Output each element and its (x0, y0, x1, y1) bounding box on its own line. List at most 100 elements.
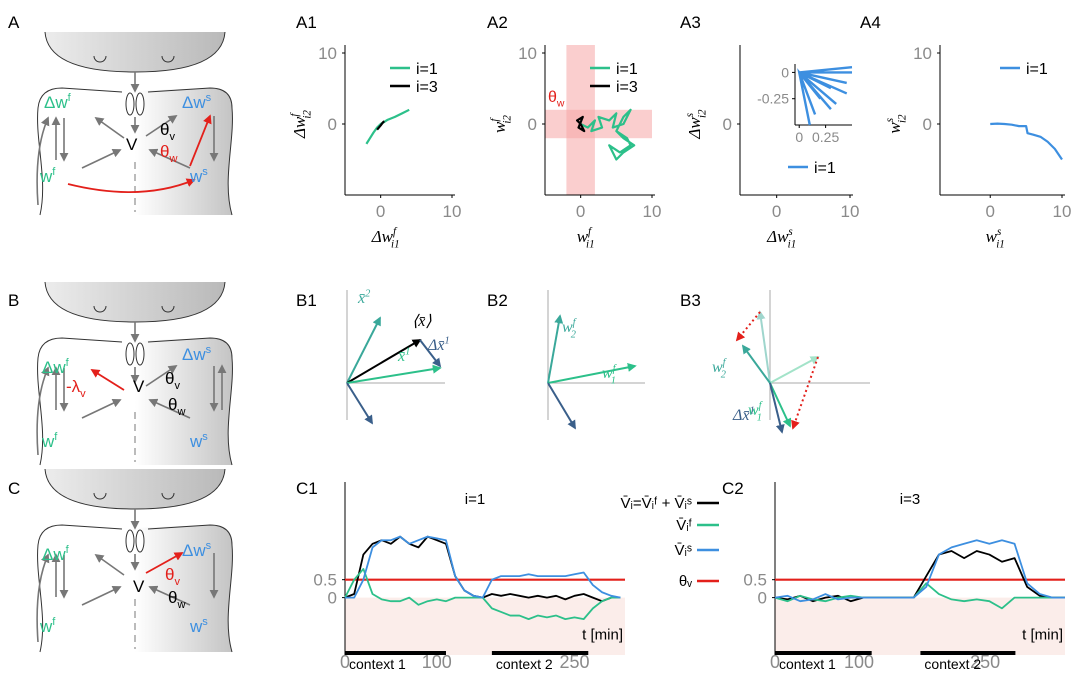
x-tick-label: 0 (576, 202, 585, 221)
term-sup: s (202, 431, 208, 443)
term-sup: f (52, 616, 56, 628)
x-axis-label: wf i1 (577, 226, 595, 251)
arrow (189, 114, 212, 167)
term-sub: i2 (897, 114, 909, 123)
term: Δx̄1 (732, 405, 755, 424)
x-tick-label: 10 (841, 202, 860, 221)
term-base: Δw (182, 541, 206, 560)
term-sup: f (54, 431, 58, 443)
vector (547, 314, 564, 384)
vector (419, 339, 442, 368)
term-base: Δw (766, 227, 789, 246)
arrow (81, 149, 122, 169)
panel-label: A (8, 13, 20, 32)
series-line (345, 535, 621, 599)
term-sup: s (202, 616, 208, 628)
panel-label: B (8, 291, 19, 310)
panel-label: C1 (296, 479, 318, 498)
legend-label: i=1 (416, 61, 438, 78)
term-sub: 1 (757, 412, 762, 423)
term-sub: 2 (721, 369, 726, 380)
term: V (126, 135, 138, 154)
term-base: x̄ (397, 348, 405, 365)
y-tick-label: 0.5 (743, 571, 767, 590)
arrow (94, 553, 125, 576)
term-base: θ (168, 395, 177, 414)
term-sup: f (289, 112, 301, 117)
series-line (344, 535, 621, 603)
x-tick-label: 0 (986, 202, 995, 221)
series-line (774, 582, 1065, 610)
vesicle (161, 492, 175, 500)
y-tick-label: 0 (328, 115, 337, 134)
y-axis-label: Δwsi2 (684, 109, 709, 140)
term: wf (39, 166, 56, 186)
cell-shade (135, 525, 233, 652)
cell-cap (44, 468, 226, 510)
series-line (580, 108, 636, 161)
arrow (81, 586, 122, 606)
vector (741, 344, 771, 384)
arrow (145, 365, 178, 387)
term: Δws (182, 344, 212, 364)
x-tick-label: 250 (559, 652, 589, 672)
term: wf (41, 431, 58, 451)
term: ⟨x̄⟩ (412, 313, 432, 330)
x-tick-label: 0 (772, 202, 781, 221)
vesicle (93, 305, 107, 313)
term-base: Δw (42, 358, 66, 377)
x-tick-label: 10 (443, 202, 462, 221)
term-sup: s (202, 166, 208, 178)
x-tick-label: 100 (844, 652, 874, 672)
arrow-curve (36, 366, 50, 456)
arrow-curve (67, 178, 196, 193)
term-sub: w (556, 99, 565, 110)
term: Δws (182, 92, 212, 112)
series-line (365, 108, 410, 145)
vector (346, 364, 442, 384)
term-base: w (39, 167, 53, 186)
term-base: Δw (685, 117, 704, 140)
term-base: θ (548, 89, 557, 106)
synapse (125, 92, 135, 116)
term: Δws (182, 540, 212, 560)
cell-cap (44, 31, 226, 73)
inset-series-line (797, 65, 853, 126)
panel-label: A4 (860, 13, 881, 32)
term-sub: v (174, 576, 180, 588)
term-base: w (39, 617, 53, 636)
y-tick-label: 0 (923, 115, 932, 134)
x-axis-label: t [min] (582, 627, 623, 644)
term-sub: 2 (571, 329, 576, 340)
term: ws (189, 166, 208, 186)
term-sub: w (176, 406, 185, 418)
term: θw (160, 142, 177, 165)
arrow (94, 116, 125, 139)
x-axis-label: Δwf i1 (371, 226, 400, 251)
x-axis-label: t [min] (1022, 627, 1063, 644)
y-tick-label: 0 (758, 589, 767, 608)
vesicle (161, 305, 175, 313)
term-sub: i1 (788, 239, 797, 251)
term-base: Δw (44, 93, 68, 112)
term-base: w (986, 227, 998, 246)
vesicle (93, 492, 107, 500)
arrow (148, 148, 191, 169)
term-base: -λ (66, 377, 81, 396)
y-tick-label: 10 (518, 44, 537, 63)
below-zero-region (345, 597, 625, 655)
arrow (145, 115, 178, 137)
below-zero-region (775, 597, 1065, 655)
vector (346, 339, 422, 384)
term: ws (189, 431, 208, 451)
vector (346, 382, 373, 425)
term: Δwf (42, 357, 70, 377)
annotation: i=3 (900, 491, 920, 508)
panel-label: A2 (487, 13, 508, 32)
term-sub: v (80, 388, 86, 400)
y-tick-label: 0 (328, 589, 337, 608)
series-line (990, 122, 1063, 161)
vector (769, 382, 785, 434)
panel-label: B3 (680, 291, 701, 310)
term: θw (548, 89, 565, 110)
